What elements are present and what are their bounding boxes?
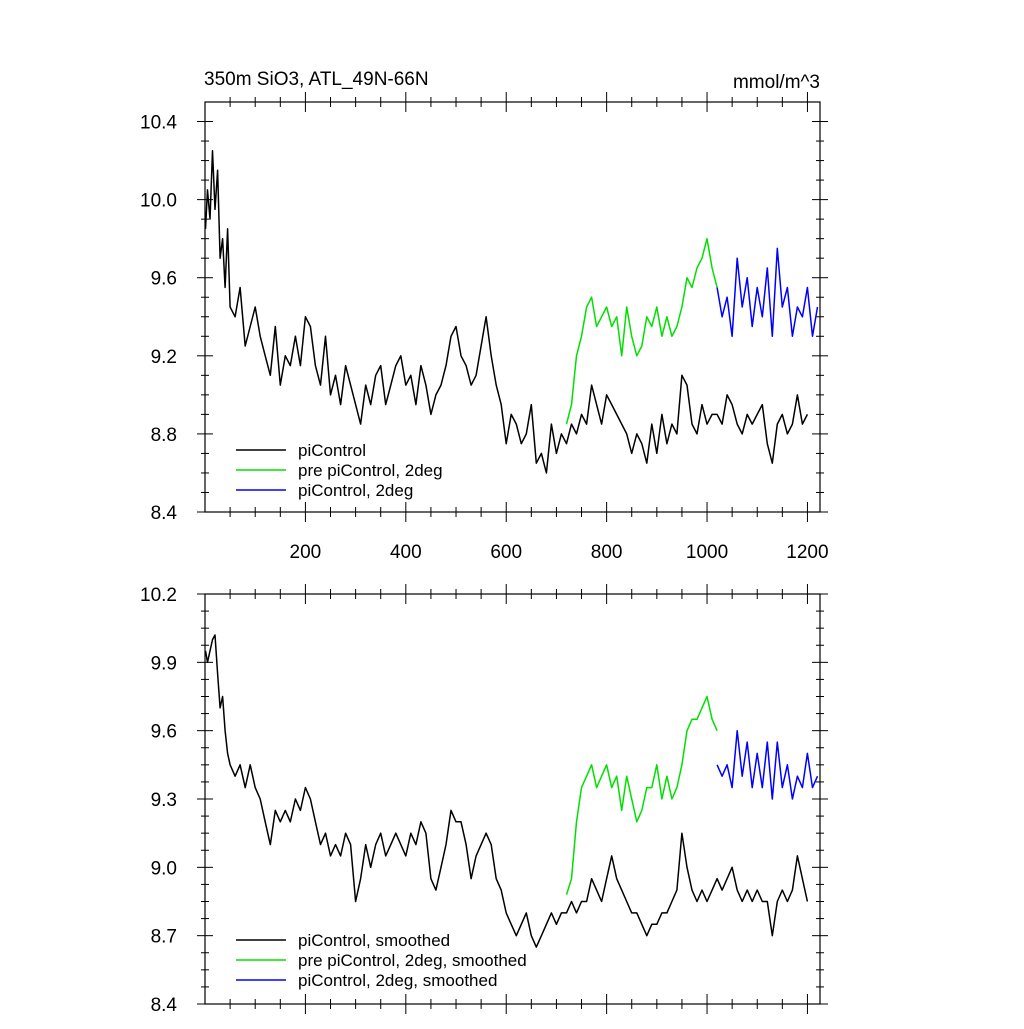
bottom-series-line bbox=[205, 634, 809, 948]
bottom-series-line bbox=[716, 729, 819, 800]
top-chart-title: 350m SiO3, ATL_49N-66N bbox=[204, 69, 429, 90]
bottom-legend-label: piControl, 2deg, smoothed bbox=[298, 971, 497, 990]
bottom-chart-panel: 10.2 9.9 9.6 9.3 9.0 8.7 8.4 piControl, smoothe… bbox=[140, 584, 828, 1016]
bottom-ytick-label: 8.7 bbox=[151, 927, 177, 948]
top-xtick-label: 600 bbox=[490, 542, 522, 563]
top-xtick-label: 200 bbox=[290, 542, 322, 563]
bottom-ytick-label: 8.4 bbox=[151, 995, 178, 1016]
bottom-ytick-label: 9.3 bbox=[151, 790, 177, 811]
bottom-legend-label: pre piControl, 2deg, smoothed bbox=[298, 951, 527, 970]
bottom-legend-label: piControl, smoothed bbox=[298, 931, 450, 950]
top-legend-label: pre piControl, 2deg bbox=[298, 461, 443, 480]
top-ytick-label: 10.0 bbox=[140, 191, 177, 212]
top-legend-label: piControl, 2deg bbox=[298, 481, 413, 500]
top-ytick-label: 9.6 bbox=[151, 269, 177, 290]
top-xtick-label: 800 bbox=[591, 542, 623, 563]
bottom-series-line bbox=[565, 695, 718, 895]
top-ytick-label: 10.4 bbox=[140, 113, 177, 134]
top-xtick-label: 400 bbox=[390, 542, 422, 563]
bottom-ytick-label: 9.6 bbox=[151, 722, 177, 743]
top-chart-panel: 10.4 10.0 9.6 9.2 8.8 8.4 200 400 600 800 1000 1200… bbox=[140, 92, 829, 563]
bottom-ytick-label: 10.2 bbox=[140, 585, 177, 606]
top-series-line bbox=[716, 247, 819, 338]
top-chart-units: mmol/m^3 bbox=[733, 72, 820, 93]
top-ytick-label: 8.4 bbox=[151, 503, 178, 524]
bottom-ytick-label: 9.9 bbox=[151, 653, 177, 674]
top-ytick-label: 8.8 bbox=[151, 425, 177, 446]
top-xtick-label: 1200 bbox=[786, 542, 828, 563]
bottom-ytick-label: 9.0 bbox=[151, 858, 177, 879]
top-series-line bbox=[565, 237, 718, 425]
top-series-line bbox=[205, 150, 809, 474]
top-legend-label: piControl bbox=[298, 441, 366, 460]
top-xtick-label: 1000 bbox=[686, 542, 728, 563]
top-ytick-label: 9.2 bbox=[151, 347, 177, 368]
top-plot-frame bbox=[204, 101, 821, 513]
